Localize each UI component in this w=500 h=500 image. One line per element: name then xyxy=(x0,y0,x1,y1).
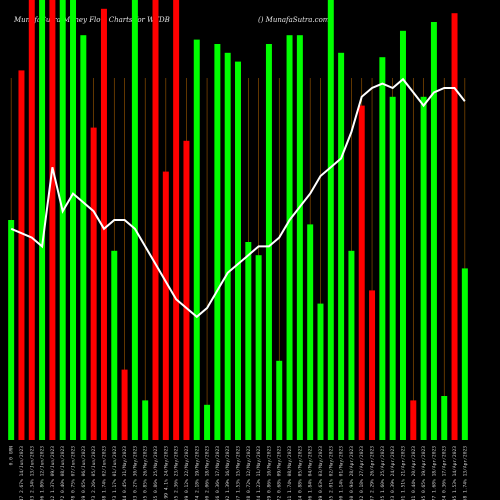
bar-44 xyxy=(451,13,458,440)
x-tick-label: 27.78 0.75% 07/Jun/2023 xyxy=(71,446,77,500)
bar-6 xyxy=(59,0,66,440)
bar-13 xyxy=(131,0,138,440)
bar-38 xyxy=(389,96,396,441)
x-tick-label: 28.49 0.63% 03/May/2023 xyxy=(318,446,324,500)
x-tick-label: 27.73 2.26% 05/Jun/2023 xyxy=(91,446,97,500)
x-tick-label: 27.73 1.17% 01/Jun/2023 xyxy=(112,446,118,500)
bar-14 xyxy=(142,400,149,440)
bar-34 xyxy=(348,250,355,440)
x-tick-label: 28.95 0.65% 19/Apr/2023 xyxy=(421,446,427,500)
x-tick-label: 28.37 2.29% 26/Apr/2023 xyxy=(370,446,376,500)
x-tick-label: 26.72 0.68% 09/May/2023 xyxy=(277,446,283,500)
money-flow-line xyxy=(10,77,466,319)
x-tick-label: 26.28 0.72% 12/May/2023 xyxy=(246,446,252,500)
x-tick-label: 25.55 0.85% 26/May/2023 xyxy=(143,446,149,500)
bar-3 xyxy=(28,0,35,440)
x-tick-label: 27.59 0.65% 06/Jun/2023 xyxy=(81,446,87,500)
bar-1 xyxy=(8,220,15,440)
x-tick-label: 28.82 0.18% 27/Apr/2023 xyxy=(359,446,365,500)
bar-39 xyxy=(399,30,406,441)
bar-36 xyxy=(369,290,376,440)
x-tick-label: 27.72 0.40% 08/Jun/2023 xyxy=(60,446,66,500)
bar-10 xyxy=(100,8,107,441)
x-tick-label: 28.00 1.14% 01/May/2023 xyxy=(339,446,345,500)
bar-30 xyxy=(307,224,314,440)
bar-33 xyxy=(338,52,345,441)
x-tick-label: 28.95 1.53% 14/Apr/2023 xyxy=(452,446,458,500)
bar-19 xyxy=(193,39,200,440)
x-tick-label: 29.41 0.44% 20/Apr/2023 xyxy=(411,446,417,500)
bar-2 xyxy=(18,70,25,441)
x-tick-label: 26.24 1.23% 11/May/2023 xyxy=(256,446,262,500)
site-credit: () MunafaSutra.com xyxy=(258,16,330,24)
x-tick-label: 28.06 1.84% 04/May/2023 xyxy=(308,446,314,500)
bar-41 xyxy=(420,96,427,441)
x-tick-label: 27.80 0.94% 28/Apr/2023 xyxy=(349,446,355,500)
bar-16 xyxy=(162,171,169,440)
chart-title: MunafaSutra Money Flow Charts for WTDB xyxy=(14,16,170,24)
x-tick-label: 27.11 1.74% 08/May/2023 xyxy=(287,446,293,500)
x-tick-label: 26.57 1.53% 15/May/2023 xyxy=(236,446,242,500)
bar-26 xyxy=(265,44,272,440)
bar-8 xyxy=(80,35,87,440)
x-tick-label: 26.39 0.12% 22/May/2023 xyxy=(184,446,190,500)
x-tick-label: 27.56 0.36% 17/May/2023 xyxy=(215,446,221,500)
x-tick-label: 26.74 2.18% 19/May/2023 xyxy=(194,446,200,500)
x-tick-label: 28.06 1.80% 12/Jun/2023 xyxy=(40,446,46,500)
bar-4 xyxy=(39,0,46,440)
x-tick-label: 27.14 0.88% 05/May/2023 xyxy=(297,446,303,500)
bar-37 xyxy=(379,57,386,440)
bar-28 xyxy=(286,35,293,440)
x-tick-label: 27.00 2.06% 18/May/2023 xyxy=(205,446,211,500)
x-tick-label: 26.92 1.39% 16/May/2023 xyxy=(225,446,231,500)
bar-17 xyxy=(173,0,180,440)
bar-43 xyxy=(441,396,448,440)
bar-23 xyxy=(235,61,241,440)
bar-40 xyxy=(410,400,417,440)
x-tick-label: 25.55 2.36% 23/May/2023 xyxy=(174,446,180,500)
bar-35 xyxy=(358,105,365,440)
x-tick-label: 28.24 0.36% 17/Apr/2023 xyxy=(442,446,448,500)
x-tick-label: 28.12 1.37% 09/Jun/2023 xyxy=(50,446,56,500)
x-tick-label: 29.33 2.34% 13/Jun/2023 xyxy=(29,446,35,500)
bar-31 xyxy=(317,303,324,440)
bar-7 xyxy=(70,0,77,440)
bar-12 xyxy=(121,369,128,440)
x-tick-label: 29.01 1.51% 21/Apr/2023 xyxy=(401,446,407,500)
x-tick-label: 28.65 2.01% 02/May/2023 xyxy=(328,446,334,500)
bar-27 xyxy=(276,360,283,440)
bar-15 xyxy=(152,0,159,440)
x-tick-label: 25.99 4.1% 24/May/2023 xyxy=(163,446,169,500)
bar-18 xyxy=(183,140,190,441)
bar-21 xyxy=(214,44,221,440)
x-tick-label: 28.23 0.39% 24/Apr/2023 xyxy=(390,446,396,500)
bar-11 xyxy=(111,250,118,440)
x-tick-label: 26.29 0.86% 10/May/2023 xyxy=(266,446,272,500)
x-tick-label: 27.88 1.74% 02/Jun/2023 xyxy=(102,446,108,500)
x-tick-label: 28.47 2.67% 14/Jun/2023 xyxy=(19,446,25,500)
x-tick-label: 25.65 0.86% 25/May/2023 xyxy=(153,446,159,500)
bar-22 xyxy=(224,52,231,441)
x-tick-label: 27.33 0.27% 30/May/2023 xyxy=(132,446,138,500)
x-tick-label: 28.77 1.68% 18/Apr/2023 xyxy=(431,446,437,500)
bar-42 xyxy=(430,22,437,440)
bar-5 xyxy=(49,0,56,440)
bar-25 xyxy=(255,255,262,440)
x-tick-label: 27.44 0.45% 31/May/2023 xyxy=(122,446,128,500)
bar-32 xyxy=(327,0,334,440)
bar-24 xyxy=(245,242,252,440)
bar-20 xyxy=(204,404,211,440)
x-tick-label: 0.0 GRN xyxy=(9,446,15,466)
x-tick-label: 28.58 1.74% 13/Apr/2023 xyxy=(462,446,468,500)
bar-45 xyxy=(461,268,468,440)
bar-9 xyxy=(90,127,97,440)
bar-29 xyxy=(296,35,303,440)
x-tick-label: 28.25 1.60% 25/Apr/2023 xyxy=(380,446,386,500)
